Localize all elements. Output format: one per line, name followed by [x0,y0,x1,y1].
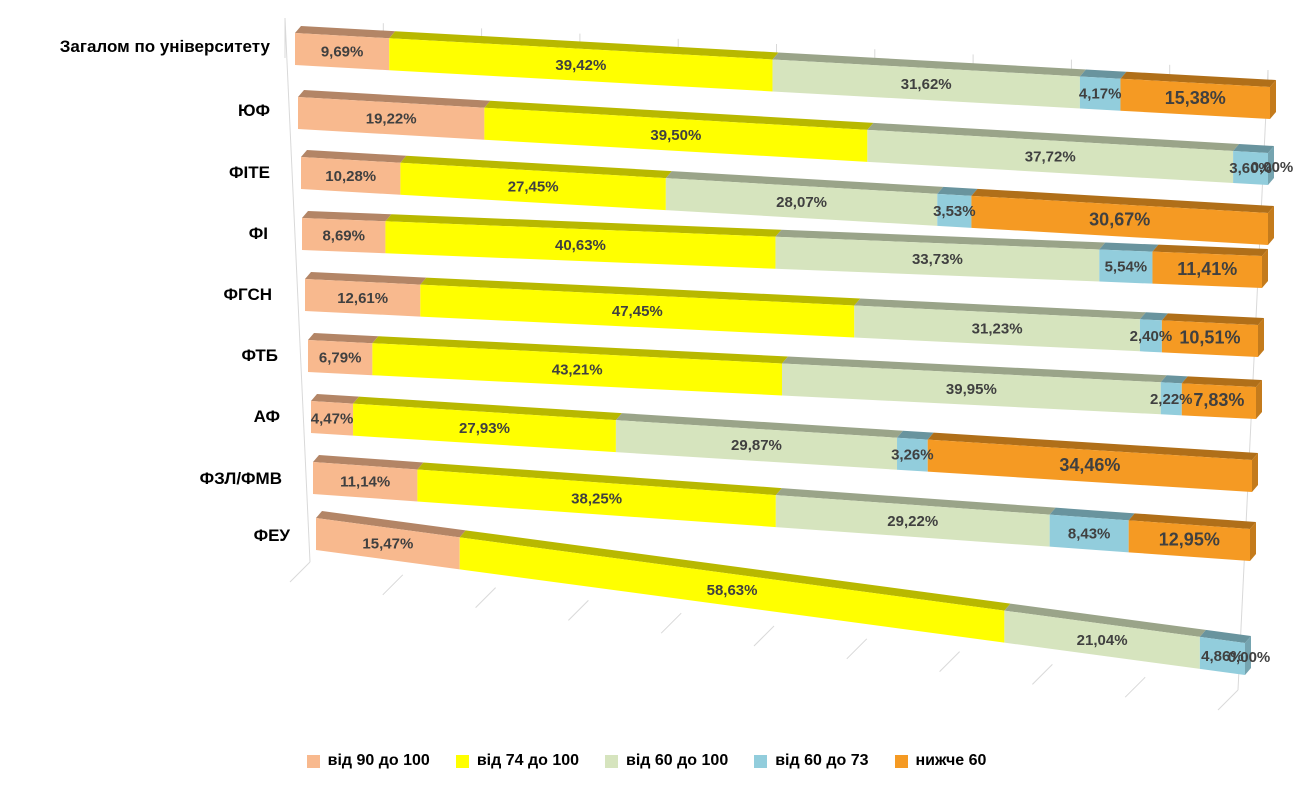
value-label-5-1: 43,21% [552,361,603,378]
category-label-1: ЮФ [238,101,270,120]
value-label-2-2: 28,07% [776,194,827,211]
value-label-4-1: 47,45% [612,303,663,320]
legend-label-0: від 90 до 100 [328,752,430,770]
value-label-6-2: 29,87% [731,437,782,454]
legend-item-3: від 60 до 73 [754,752,868,770]
category-label-4: ФГСН [224,285,272,304]
value-label-0-2: 31,62% [901,76,952,93]
legend-label-4: нижче 60 [916,752,987,770]
legend-item-2: від 60 до 100 [605,752,728,770]
value-label-0-4: 15,38% [1165,88,1226,108]
value-label-6-3: 3,26% [891,447,934,464]
value-label-5-4: 7,83% [1193,390,1244,410]
gridline-floor-4 [661,613,681,633]
gridline-floor-7 [940,652,960,672]
category-label-5: ФТБ [242,346,278,365]
category-label-8: ФЕУ [254,526,291,545]
gridline-floor-2 [476,588,496,608]
gridline-floor-10 [1218,690,1238,710]
value-label-4-4: 10,51% [1179,328,1240,348]
category-label-3: ФІ [249,224,268,243]
value-label-3-4: 11,41% [1177,259,1237,279]
value-label-1-1: 39,50% [650,127,701,144]
value-label-7-3: 8,43% [1068,525,1111,542]
value-label-7-0: 11,14% [340,474,390,491]
legend-label-2: від 60 до 100 [626,752,728,770]
value-label-7-2: 29,22% [887,513,938,530]
value-label-5-3: 2,22% [1150,391,1193,408]
gridline-floor-6 [847,639,867,659]
category-label-6: АФ [254,407,280,426]
value-label-3-0: 8,69% [322,228,365,245]
value-label-4-0: 12,61% [337,290,388,307]
legend-swatch-0 [307,755,320,768]
value-label-6-0: 4,47% [311,410,354,427]
legend-item-4: нижче 60 [895,752,987,770]
value-label-5-2: 39,95% [946,381,997,398]
gridline-floor-5 [754,626,774,646]
value-label-1-4: 0,00% [1251,159,1293,176]
value-label-7-4: 12,95% [1159,530,1220,550]
bars [295,26,1276,675]
legend-swatch-2 [605,755,618,768]
value-label-4-3: 2,40% [1130,328,1173,345]
value-label-8-0: 15,47% [362,536,413,553]
category-label-0: Загалом по університету [60,37,271,56]
value-label-2-3: 3,53% [933,203,976,220]
category-labels: Загалом по університету ЮФ ФІТЕ ФІ ФГСН ФТБ АФ… [60,37,291,545]
value-label-2-1: 27,45% [508,178,559,195]
value-label-2-0: 10,28% [325,168,376,185]
value-label-0-1: 39,42% [555,57,606,74]
value-label-7-1: 38,25% [571,490,622,507]
value-label-1-0: 19,22% [366,110,417,127]
gridline-floor-1 [383,575,403,595]
value-label-3-1: 40,63% [555,237,606,254]
value-label-3-3: 5,54% [1105,259,1148,276]
legend: від 90 до 100 від 74 до 100 від 60 до 100 в… [0,752,1293,770]
legend-swatch-1 [456,755,469,768]
value-label-8-1: 58,63% [707,582,758,599]
value-label-4-2: 31,23% [972,320,1023,337]
value-label-8-4: 0,00% [1228,649,1271,666]
gridline-floor-9 [1125,677,1145,697]
legend-item-0: від 90 до 100 [307,752,430,770]
value-label-1-2: 37,72% [1025,148,1076,165]
legend-swatch-3 [754,755,767,768]
value-label-6-4: 34,46% [1059,455,1120,475]
gridline-floor-8 [1032,664,1052,684]
category-label-7: ФЗЛ/ФМВ [200,469,282,488]
legend-label-1: від 74 до 100 [477,752,579,770]
value-label-5-0: 6,79% [319,350,362,367]
value-label-8-2: 21,04% [1077,632,1128,649]
value-label-0-0: 9,69% [321,44,364,61]
value-label-3-2: 33,73% [912,251,963,268]
value-label-2-4: 30,67% [1089,209,1150,229]
value-label-0-3: 4,17% [1079,86,1122,103]
legend-item-1: від 74 до 100 [456,752,579,770]
gridline-floor-3 [568,600,588,620]
value-label-6-1: 27,93% [459,420,510,437]
legend-swatch-4 [895,755,908,768]
gridline-floor-0 [290,562,310,582]
legend-label-3: від 60 до 73 [775,752,868,770]
category-label-2: ФІТЕ [229,163,270,182]
